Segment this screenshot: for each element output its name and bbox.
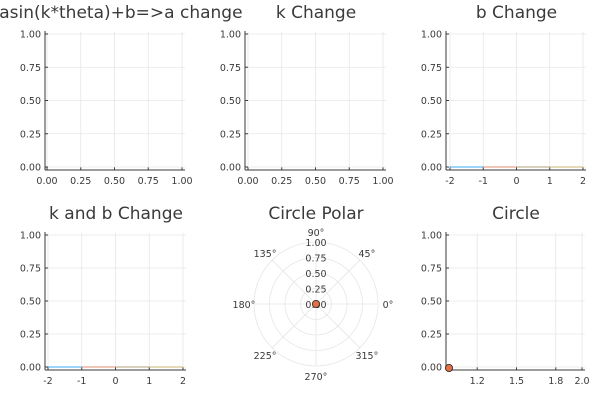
x-tick-label: -1 bbox=[77, 376, 86, 387]
x-tick-label: 1.2 bbox=[470, 376, 485, 387]
x-tick-label: 0.25 bbox=[70, 176, 91, 187]
y-tick-label: 0.00 bbox=[421, 363, 442, 374]
y-tick-label: 0.50 bbox=[421, 297, 442, 308]
x-tick-label: -1 bbox=[479, 176, 488, 187]
angle-tick-label: 45° bbox=[358, 249, 375, 260]
x-tick-label: 0 bbox=[112, 376, 118, 387]
y-tick-label: 0.00 bbox=[20, 363, 41, 374]
y-tick-label: 0.25 bbox=[421, 129, 442, 140]
y-tick-label: 0.75 bbox=[20, 63, 41, 74]
radial-tick-label: 1.00 bbox=[305, 238, 326, 249]
chart-title: 2asin(k*theta)+b=>a change bbox=[0, 3, 243, 23]
y-tick-label: 0.75 bbox=[421, 63, 442, 74]
y-tick-label: 1.00 bbox=[421, 30, 442, 41]
y-tick-label: 0.50 bbox=[20, 297, 41, 308]
subplot-6: Circle 1.2 1.5 1.8 2.0 0.00 0.25 0.50 0.75 1.00 bbox=[421, 204, 590, 387]
x-tick-label: 1 bbox=[146, 376, 152, 387]
x-tick-label: 0.50 bbox=[104, 176, 125, 187]
x-tick-label: 1 bbox=[547, 176, 553, 187]
y-tick-label: 0.25 bbox=[220, 129, 241, 140]
angle-tick-label: 225° bbox=[254, 351, 277, 362]
y-tick-label: 0.75 bbox=[421, 264, 442, 275]
y-tick-label: 0.25 bbox=[421, 330, 442, 341]
x-tick-label: 2 bbox=[180, 376, 186, 387]
x-tick-label: 0 bbox=[513, 176, 519, 187]
subplot-4: k and b Change -2 -1 0 1 2 0.00 0.25 0.50 0.75 1.0… bbox=[20, 204, 186, 387]
y-tick-label: 1.00 bbox=[20, 231, 41, 242]
x-tick-label: 1.00 bbox=[171, 176, 192, 187]
x-tick-label: -2 bbox=[445, 176, 454, 187]
x-tick-label: 0.25 bbox=[271, 176, 292, 187]
y-tick-label: 0.25 bbox=[20, 330, 41, 341]
y-tick-label: 0.75 bbox=[20, 264, 41, 275]
x-tick-label: 1.5 bbox=[509, 376, 524, 387]
angle-tick-label: 315° bbox=[355, 351, 378, 362]
angle-tick-label: 0° bbox=[383, 300, 394, 311]
data-point bbox=[444, 363, 453, 372]
y-tick-label: 1.00 bbox=[220, 30, 241, 41]
x-tick-label: 0.00 bbox=[36, 176, 57, 187]
radial-tick-label: 0.75 bbox=[305, 254, 326, 265]
y-tick-label: 0.50 bbox=[220, 96, 241, 107]
polar-grid-spoke bbox=[271, 259, 317, 305]
radial-tick-label: 0.50 bbox=[305, 269, 326, 280]
y-tick-label: 0.25 bbox=[20, 129, 41, 140]
x-tick-label: 0.75 bbox=[339, 176, 360, 187]
x-tick-label: 2.0 bbox=[574, 376, 589, 387]
chart-title: k Change bbox=[276, 3, 356, 23]
x-tick-label: 0.00 bbox=[237, 176, 258, 187]
x-tick-label: 0.75 bbox=[138, 176, 159, 187]
angle-tick-label: 270° bbox=[305, 372, 328, 383]
subplot-2: k Change 0.00 0.25 0.50 0.75 1.00 0.00 0.25 0.50… bbox=[220, 3, 394, 187]
y-tick-label: 1.00 bbox=[20, 30, 41, 41]
chart-title: k and b Change bbox=[49, 204, 183, 224]
subplot-3: b Change -2 -1 0 1 2 0.00 0.25 0.50 0.75 1.00 bbox=[421, 3, 586, 187]
y-tick-label: 0.00 bbox=[20, 163, 41, 174]
x-tick-label: 2 bbox=[580, 176, 586, 187]
angle-tick-label: 90° bbox=[308, 228, 325, 239]
chart-title: Circle bbox=[492, 204, 540, 224]
y-tick-label: 0.50 bbox=[421, 96, 442, 107]
x-tick-label: -2 bbox=[43, 376, 52, 387]
y-tick-label: 0.00 bbox=[220, 163, 241, 174]
subplot-5: Circle Polar 0° 45° 90° 135° 180° 225° 270° 315°… bbox=[233, 204, 394, 383]
polar-grid-spoke bbox=[315, 259, 361, 305]
x-tick-label: 1.8 bbox=[548, 376, 563, 387]
x-tick-label: 1.00 bbox=[372, 176, 393, 187]
chart-title: Circle Polar bbox=[268, 204, 363, 224]
polar-grid-spoke bbox=[271, 303, 317, 349]
x-tick-label: 0.50 bbox=[305, 176, 326, 187]
data-point bbox=[311, 299, 320, 308]
y-tick-label: 0.00 bbox=[421, 163, 442, 174]
radial-tick-label: 0.25 bbox=[305, 285, 326, 296]
angle-tick-label: 180° bbox=[233, 300, 256, 311]
subplot-1: 2asin(k*theta)+b=>a change 0.00 0.25 0.50 0.… bbox=[0, 3, 243, 187]
y-tick-label: 1.00 bbox=[421, 231, 442, 242]
y-tick-label: 0.75 bbox=[220, 63, 241, 74]
chart-title: b Change bbox=[476, 3, 557, 23]
angle-tick-label: 135° bbox=[254, 249, 277, 260]
y-tick-label: 0.50 bbox=[20, 96, 41, 107]
polar-grid-spoke bbox=[315, 303, 361, 349]
